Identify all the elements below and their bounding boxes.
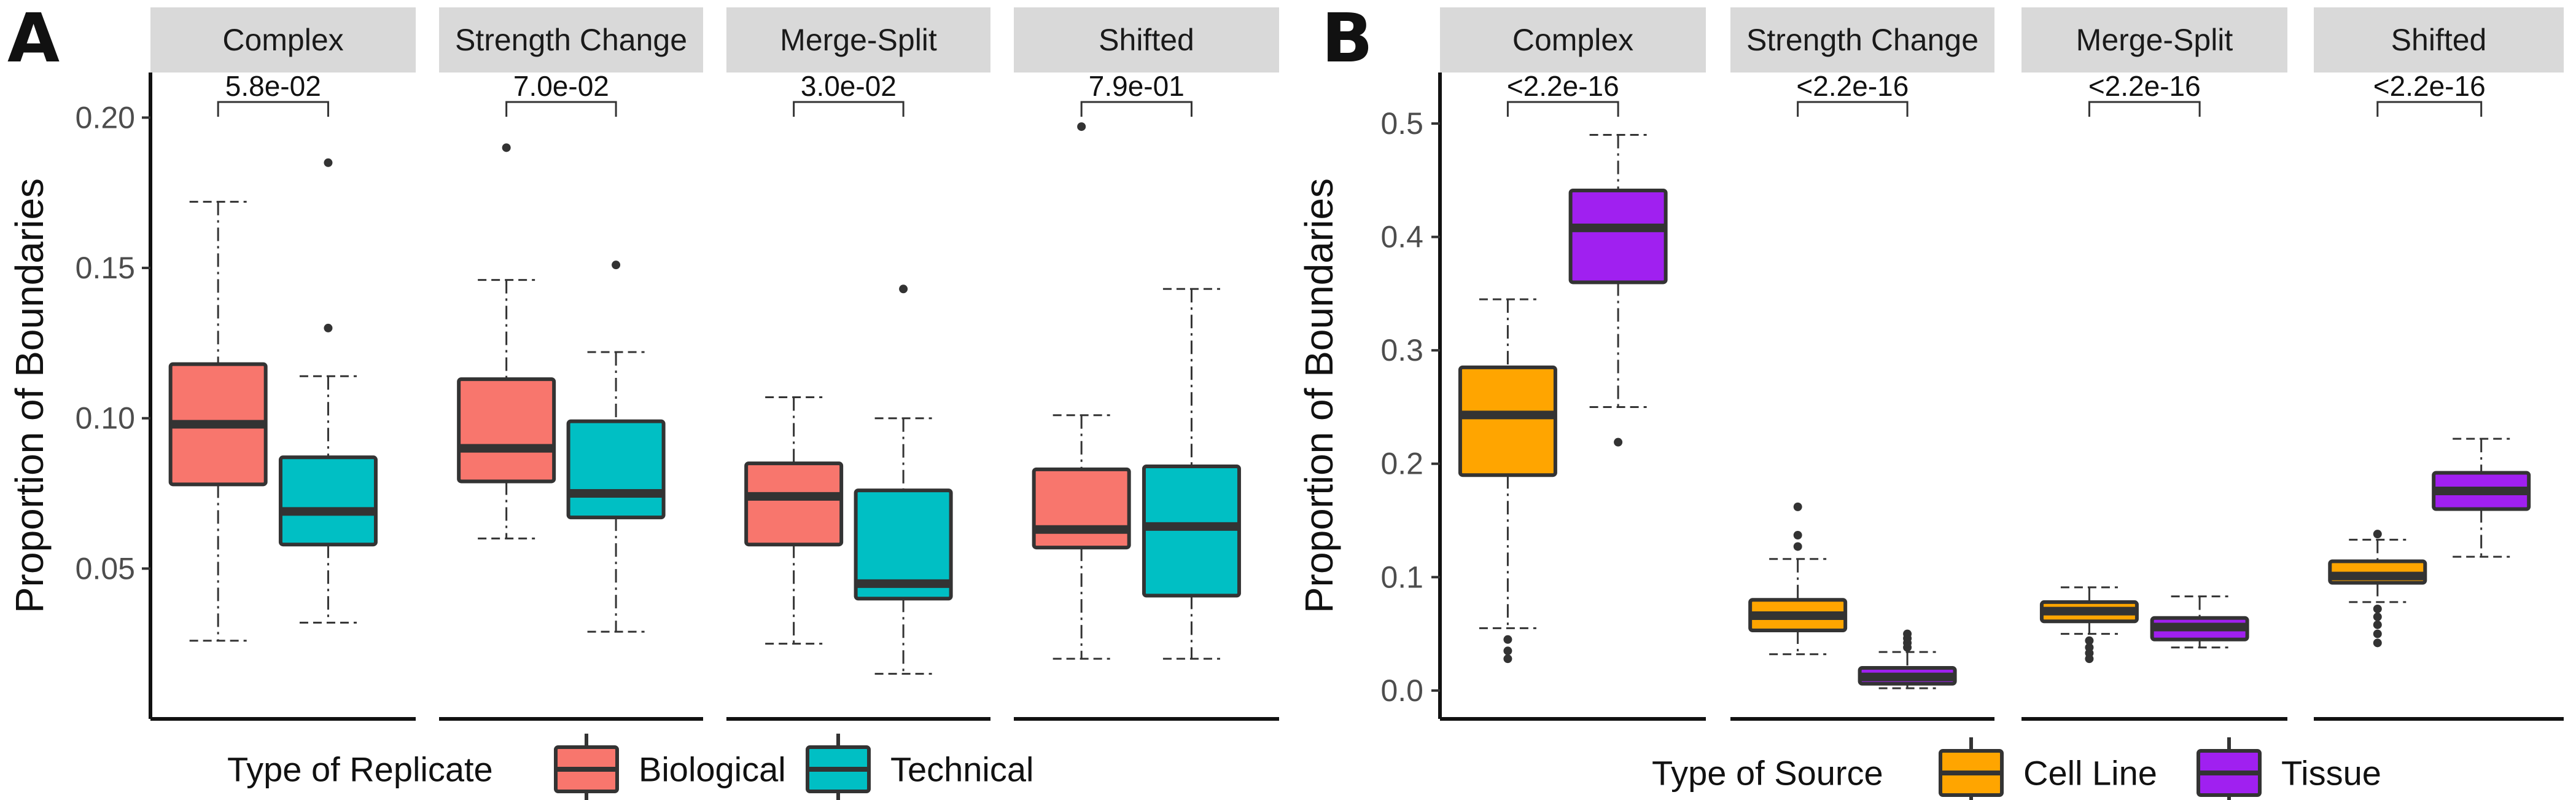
pvalue-bracket bbox=[2376, 101, 2483, 117]
facet-label: Strength Change bbox=[1746, 23, 1979, 57]
facet-strip bbox=[1440, 7, 1706, 73]
facet-strip bbox=[726, 7, 990, 73]
facet-strip bbox=[1014, 7, 1279, 73]
box-cell-line bbox=[1458, 365, 1557, 477]
facet-strip bbox=[150, 7, 416, 73]
outlier-point bbox=[1503, 654, 1512, 664]
box-biological bbox=[1032, 467, 1131, 550]
legend-label: Technical bbox=[890, 750, 1033, 789]
pvalue-bracket bbox=[2088, 101, 2201, 117]
facet-strip bbox=[1730, 7, 1994, 73]
outlier-point bbox=[1614, 437, 1623, 447]
outlier-point bbox=[899, 284, 908, 294]
pvalue-label: <2.2e-16 bbox=[1507, 70, 1619, 102]
box-tissue bbox=[1568, 188, 1668, 284]
outlier-point bbox=[2373, 604, 2382, 613]
legend-label: Tissue bbox=[2281, 754, 2381, 793]
pvalue-bracket bbox=[217, 101, 329, 117]
pvalue-label: 5.8e-02 bbox=[225, 70, 321, 102]
facet-label: Merge-Split bbox=[780, 23, 937, 57]
box-technical bbox=[1142, 464, 1241, 598]
pvalue-label: <2.2e-16 bbox=[2088, 70, 2201, 102]
pvalue-bracket bbox=[1080, 101, 1193, 117]
facet-strip bbox=[2314, 7, 2564, 73]
outlier-point bbox=[2373, 629, 2382, 638]
y-tick-label: 0.05 bbox=[76, 551, 135, 586]
facet-label: Merge-Split bbox=[2076, 23, 2233, 57]
outlier-point bbox=[2085, 654, 2094, 664]
box-biological bbox=[457, 377, 556, 484]
pvalue-bracket bbox=[505, 101, 617, 117]
outlier-point bbox=[502, 143, 511, 152]
outlier-point bbox=[1793, 542, 1802, 551]
outlier-point bbox=[1793, 531, 1802, 540]
y-tick-label: 0.1 bbox=[1380, 560, 1423, 594]
pvalue-label: 7.9e-01 bbox=[1089, 70, 1185, 102]
y-tick-label: 0.3 bbox=[1380, 333, 1423, 367]
outlier-point bbox=[324, 158, 333, 167]
y-axis-title: Proportion of Boundaries bbox=[7, 178, 52, 613]
panel-b: B 0.0 0.1 0.2 0.3 0.4 0.5 Proportion of Boundar… bbox=[1297, 0, 2564, 800]
facet-label: Complex bbox=[222, 23, 343, 57]
outlier-point bbox=[2373, 530, 2382, 539]
outlier-point bbox=[2373, 612, 2382, 621]
panel-letter: B bbox=[1321, 0, 1373, 77]
facet-label: Shifted bbox=[1099, 23, 1194, 57]
outlier-point bbox=[324, 323, 333, 332]
pvalue-bracket bbox=[1506, 101, 1619, 117]
pvalue-label: 3.0e-02 bbox=[801, 70, 897, 102]
box-biological bbox=[744, 461, 844, 547]
outlier-point bbox=[1077, 122, 1086, 131]
box-technical bbox=[566, 419, 666, 520]
facet-strip bbox=[2021, 7, 2287, 73]
panel-a: A 0.05 0.10 0.15 0.20 Proportion of Boundarie… bbox=[7, 0, 1279, 800]
outlier-point bbox=[1503, 635, 1512, 644]
pvalue-label: <2.2e-16 bbox=[1796, 70, 1909, 102]
facet-strip bbox=[439, 7, 703, 73]
y-tick-label: 0.5 bbox=[1380, 106, 1423, 141]
y-tick-label: 0.2 bbox=[1380, 447, 1423, 481]
legend-label: Cell Line bbox=[2023, 754, 2157, 793]
pvalue-label: <2.2e-16 bbox=[2373, 70, 2486, 102]
outlier-point bbox=[2085, 636, 2094, 645]
legend-label: Biological bbox=[639, 750, 786, 789]
outlier-point bbox=[1503, 646, 1512, 656]
outlier-point bbox=[1903, 629, 1912, 638]
outlier-point bbox=[612, 261, 621, 270]
pvalue-bracket bbox=[793, 101, 905, 117]
facet-label: Strength Change bbox=[455, 23, 687, 57]
pvalue-label: 7.0e-02 bbox=[513, 70, 609, 102]
facet-label: Shifted bbox=[2391, 23, 2487, 57]
box-technical bbox=[854, 488, 953, 601]
legend-title: Type of Source bbox=[1652, 754, 1883, 793]
box-technical bbox=[278, 455, 378, 547]
y-tick-label: 0.15 bbox=[76, 251, 135, 285]
outlier-point bbox=[2373, 638, 2382, 648]
facet-label: Complex bbox=[1512, 23, 1633, 57]
y-tick-label: 0.4 bbox=[1380, 220, 1423, 254]
panel-letter: A bbox=[7, 0, 60, 77]
y-tick-label: 0.20 bbox=[76, 100, 135, 135]
y-tick-label: 0.10 bbox=[76, 401, 135, 436]
legend-title: Type of Replicate bbox=[227, 750, 493, 789]
y-axis-title: Proportion of Boundaries bbox=[1297, 178, 1341, 613]
outlier-point bbox=[2373, 620, 2382, 629]
y-tick-label: 0.0 bbox=[1380, 673, 1423, 708]
outlier-point bbox=[1793, 502, 1802, 511]
pvalue-bracket bbox=[1797, 101, 1909, 117]
